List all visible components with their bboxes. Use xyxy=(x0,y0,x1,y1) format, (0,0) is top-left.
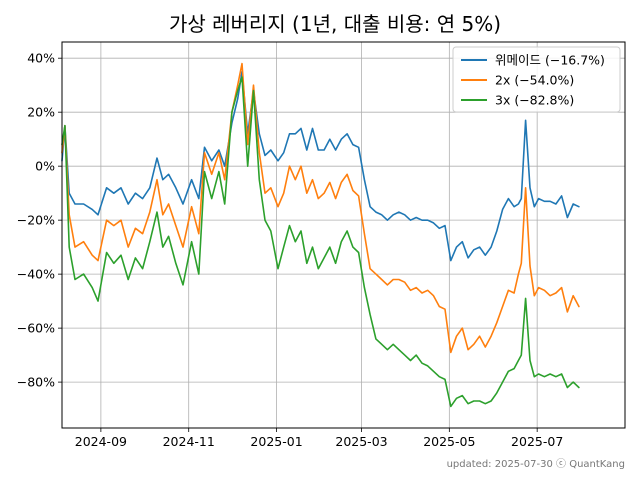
legend-box xyxy=(452,46,621,113)
y-tick-label: 40% xyxy=(27,51,55,66)
x-tick-label: 2024-11 xyxy=(163,434,215,449)
y-tick-label: −20% xyxy=(17,213,55,228)
series-line-0 xyxy=(61,70,580,262)
y-tick-label: 20% xyxy=(27,105,55,120)
x-tick-label: 2025-07 xyxy=(511,434,563,449)
series-line-2 xyxy=(61,76,580,408)
legend: 위메이드 (−16.7%) 2x (−54.0%) 3x (−82.8%) xyxy=(452,46,621,113)
x-tick-label: 2025-01 xyxy=(250,434,302,449)
x-axis: 2024-09 2024-11 2025-01 2025-03 2025-05 2025-… xyxy=(75,428,563,449)
footer-note: updated: 2025-07-30 ⓒ QuantKang xyxy=(447,458,625,470)
plot-frame xyxy=(61,41,626,429)
y-tick-label: −80% xyxy=(17,375,55,390)
x-tick-label: 2025-05 xyxy=(423,434,475,449)
x-tick-label: 2025-03 xyxy=(335,434,387,449)
y-tick-label: −60% xyxy=(17,321,55,336)
legend-label: 위메이드 (−16.7%) xyxy=(495,53,605,68)
series-group xyxy=(61,62,580,408)
legend-label: 2x (−54.0%) xyxy=(495,73,574,88)
y-axis: 40% 20% 0% −20% −40% −60% −80% xyxy=(17,51,62,390)
series-line-1 xyxy=(61,62,580,354)
x-tick-label: 2024-09 xyxy=(75,434,127,449)
chart-title: 가상 레버리지 (1년, 대출 비용: 연 5%) xyxy=(169,12,501,36)
y-tick-label: −40% xyxy=(17,267,55,282)
legend-label: 3x (−82.8%) xyxy=(495,93,574,108)
y-tick-label: 0% xyxy=(35,159,55,174)
